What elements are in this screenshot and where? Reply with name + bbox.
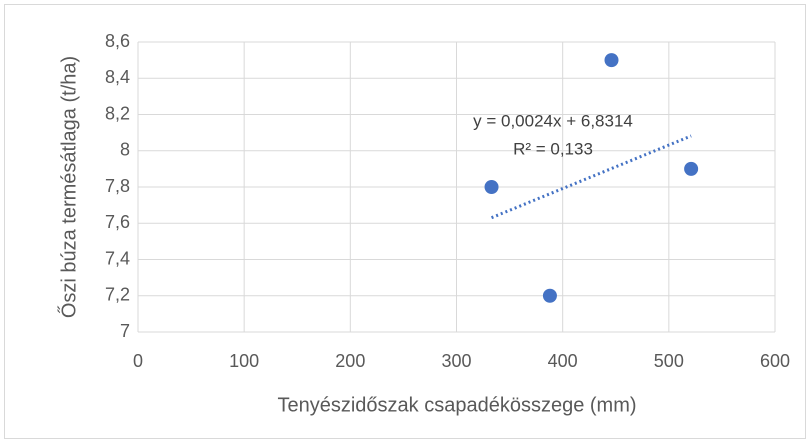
- x-tick-label: 500: [654, 351, 684, 371]
- y-tick-label: 7: [120, 321, 130, 341]
- x-tick-label: 600: [760, 351, 790, 371]
- y-tick-label: 7,6: [105, 212, 130, 232]
- y-tick-label: 8,6: [105, 31, 130, 51]
- y-axis-title: Őszi búza termésátlaga (t/ha): [57, 56, 80, 318]
- x-tick-label: 200: [335, 351, 365, 371]
- y-tick-label: 8: [120, 140, 130, 160]
- trendline: [490, 134, 692, 220]
- point: [542, 288, 557, 303]
- y-tick-label: 7,4: [105, 248, 130, 268]
- x-tick-label: 300: [441, 351, 471, 371]
- trendline-r2: R² = 0,133: [513, 139, 593, 158]
- x-axis-title: Tenyészidőszak csapadékösszege (mm): [277, 394, 636, 416]
- y-tick-label: 8,4: [105, 67, 130, 87]
- point: [684, 161, 699, 176]
- x-tick-label: 0: [133, 351, 143, 371]
- x-tick-label: 400: [548, 351, 578, 371]
- x-tick-label: 100: [229, 351, 259, 371]
- trendline-equation: y = 0,0024x + 6,8314: [473, 111, 633, 130]
- point: [484, 180, 499, 194]
- y-tick-label: 7,8: [105, 176, 130, 196]
- y-tick-label: 7,2: [105, 285, 130, 305]
- y-tick-label: 8,2: [105, 103, 130, 123]
- point: [604, 53, 619, 68]
